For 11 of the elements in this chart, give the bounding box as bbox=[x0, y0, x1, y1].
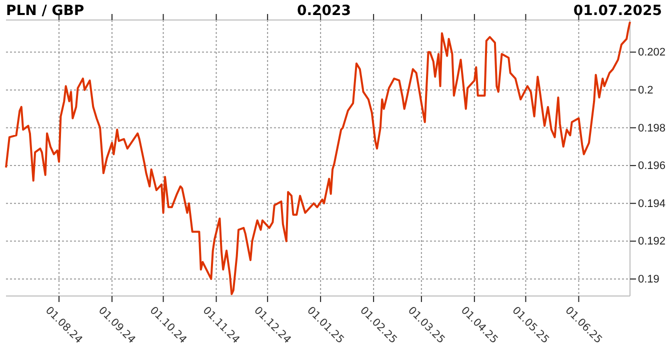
text: 01.07.2025 bbox=[573, 3, 662, 19]
y-tick-label: 0.196 bbox=[638, 160, 666, 172]
y-tick-label: 0.2 bbox=[638, 84, 654, 96]
y-tick-label: 0.198 bbox=[638, 122, 666, 134]
line-series bbox=[5, 20, 631, 296]
chart-subtitle: 0.2023 bbox=[296, 3, 352, 19]
y-tick-label: 0.202 bbox=[638, 46, 666, 59]
y-tick-label: 0.194 bbox=[638, 198, 666, 210]
y-tick-label: 0.192 bbox=[638, 236, 666, 248]
chart-title: PLN / GBP bbox=[6, 3, 84, 19]
y-tick-label: 0.19 bbox=[638, 274, 660, 286]
